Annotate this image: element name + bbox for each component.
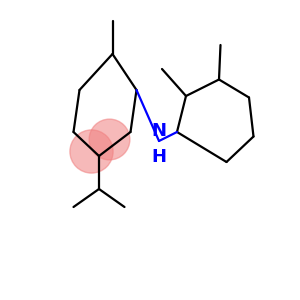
Text: N: N: [152, 122, 166, 140]
Circle shape: [70, 130, 113, 173]
Text: H: H: [152, 148, 166, 166]
Circle shape: [89, 119, 130, 160]
